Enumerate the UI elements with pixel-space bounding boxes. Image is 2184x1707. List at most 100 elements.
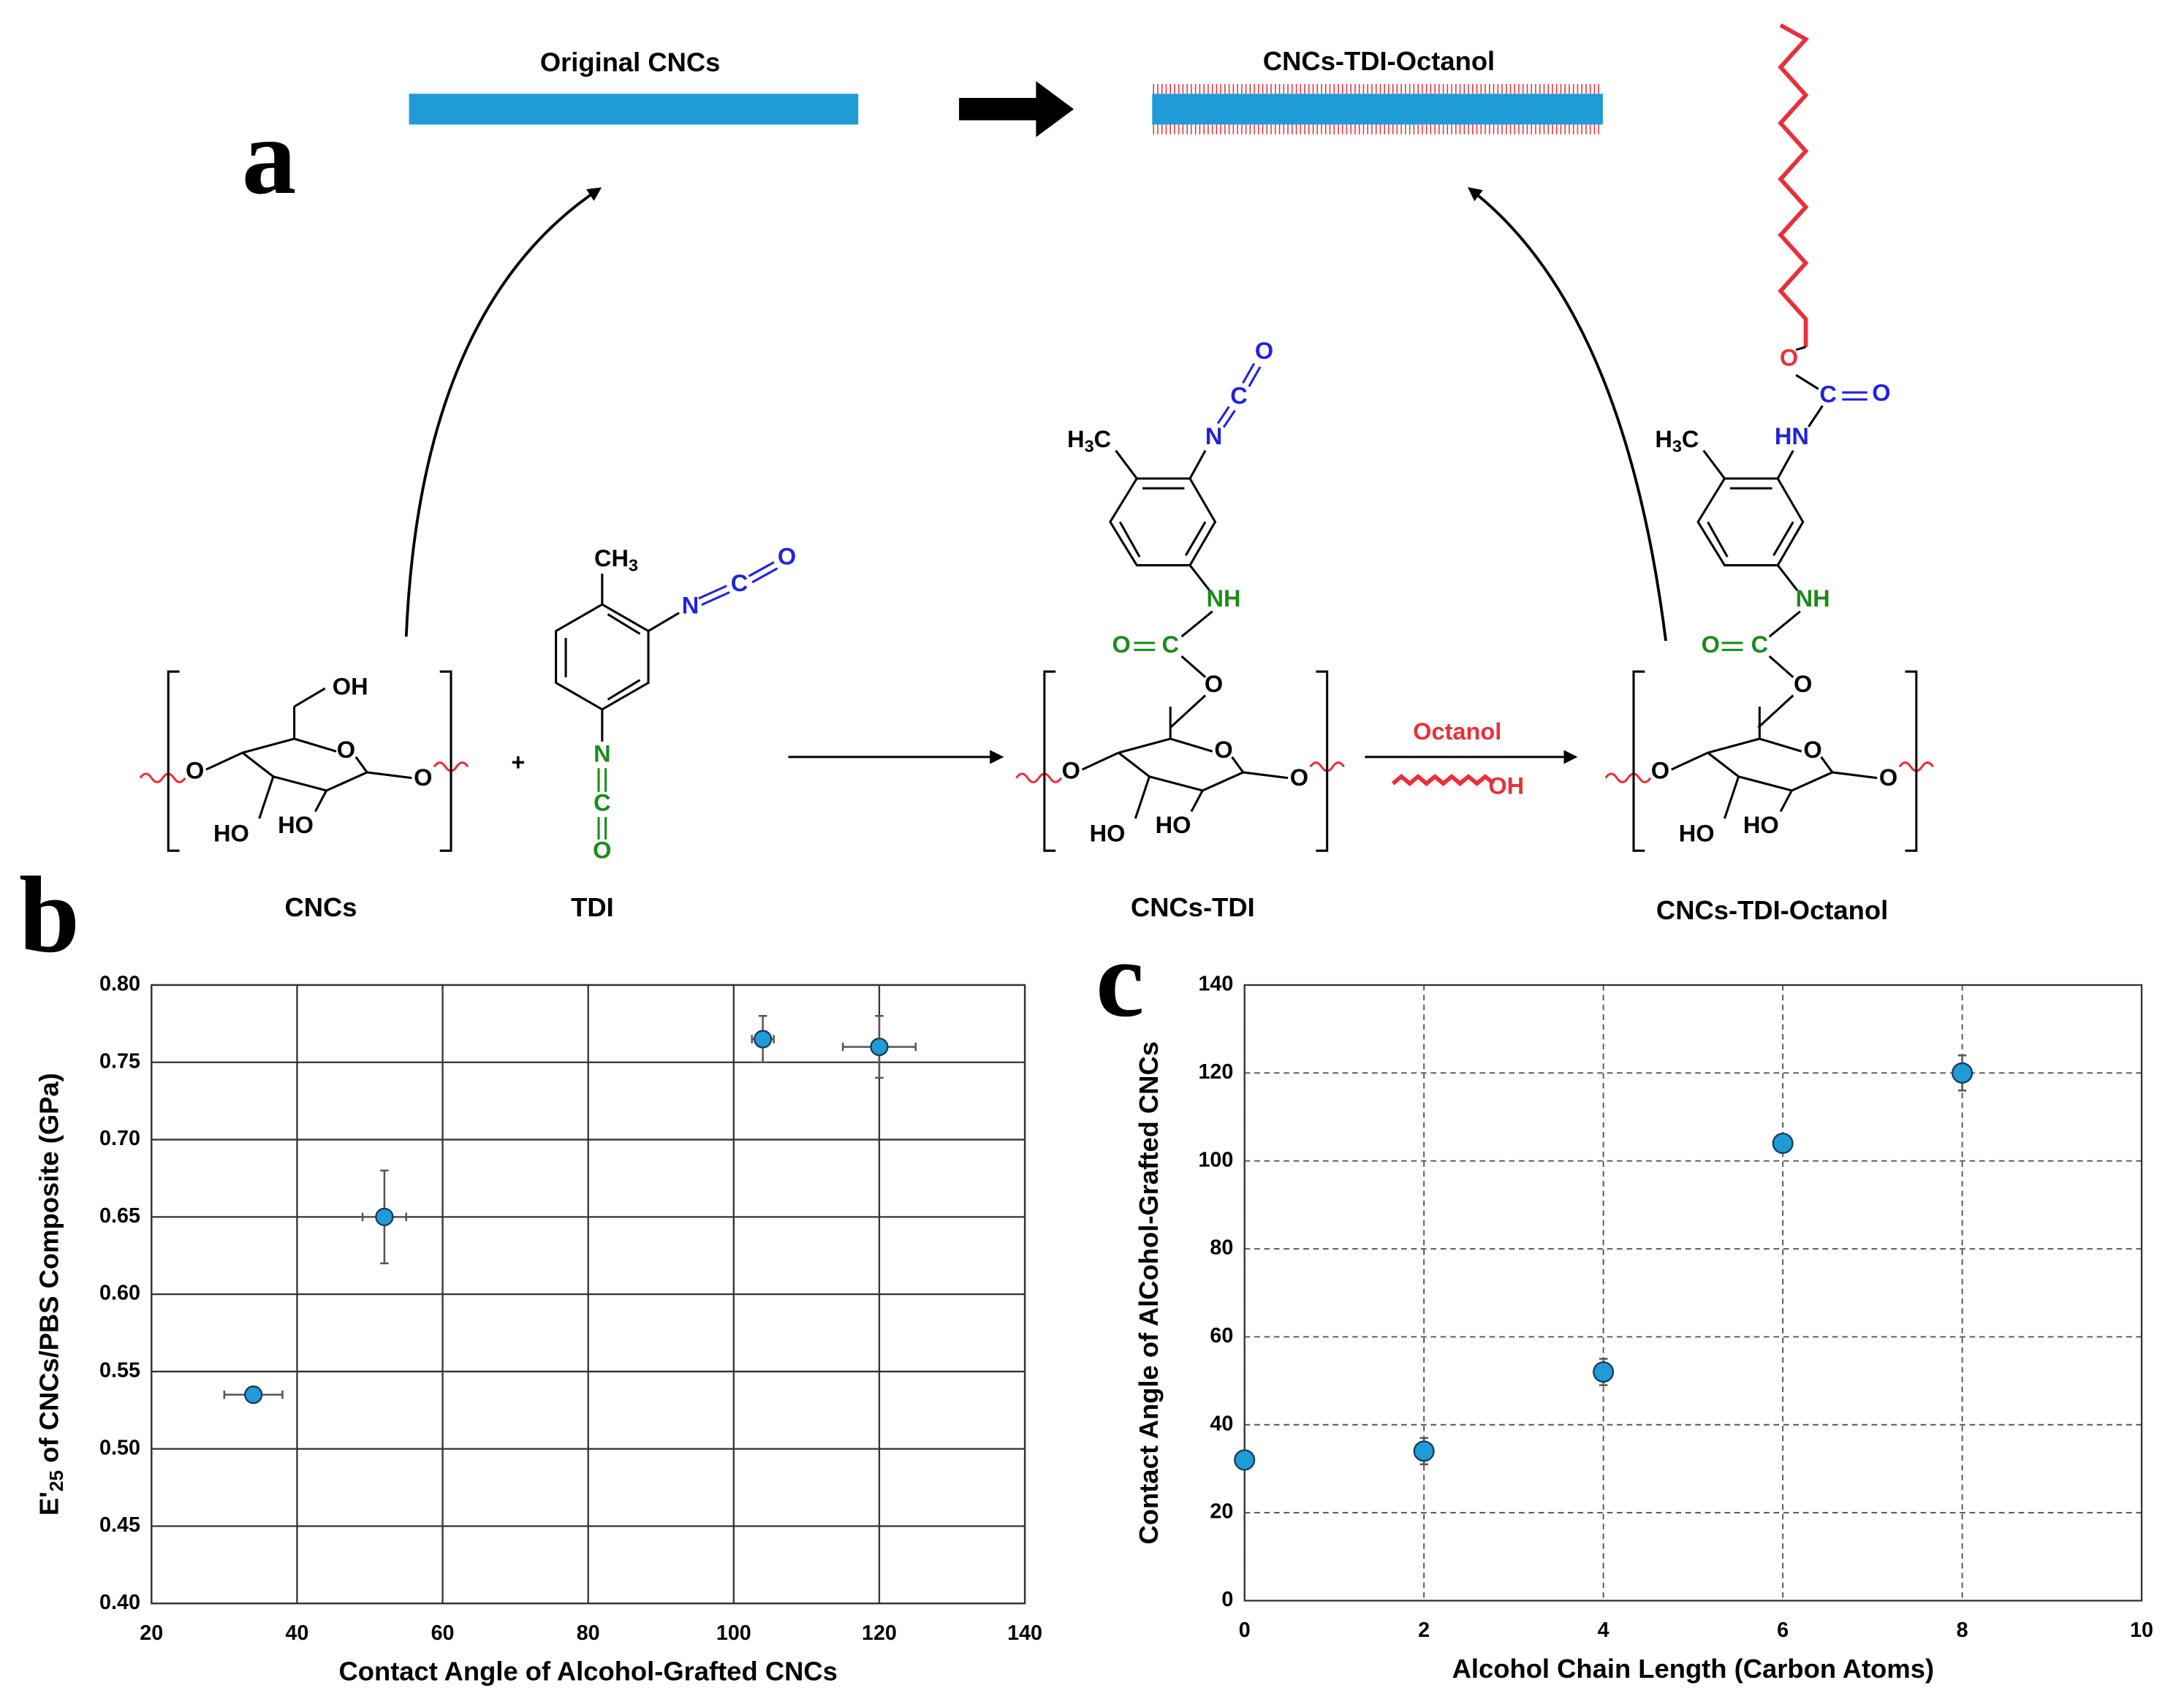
x-tick-label: 10 — [2130, 1619, 2153, 1642]
atom-label-part: 3 — [629, 556, 638, 575]
octanol-chain — [1391, 773, 1495, 787]
atom-label-part: C — [1682, 426, 1699, 452]
bracket — [167, 670, 452, 852]
point — [1772, 1133, 1794, 1155]
bond — [1242, 362, 1256, 384]
bond — [1808, 405, 1824, 427]
atom-label: O — [1780, 345, 1798, 371]
bond — [701, 591, 730, 607]
bond — [751, 567, 778, 584]
x-tick-label: 140 — [1007, 1622, 1042, 1645]
bond — [698, 585, 727, 600]
atom-label: O — [1794, 671, 1812, 697]
x-tick-label: 2 — [1418, 1619, 1430, 1642]
big-arrow — [959, 81, 1074, 137]
bond — [293, 687, 326, 708]
bond — [648, 612, 680, 632]
atom-label: HO — [278, 812, 314, 838]
y-tick-label: 0.50 — [99, 1436, 140, 1459]
bond — [1772, 521, 1794, 556]
atom-label: C — [594, 790, 611, 816]
scheme-graphics — [139, 23, 1935, 852]
atom-label: HO — [1156, 812, 1191, 838]
atom-label: O — [778, 544, 796, 570]
point — [244, 1385, 263, 1404]
bond — [314, 790, 327, 813]
benzene — [1696, 477, 1805, 567]
bond — [366, 771, 412, 780]
point — [870, 1037, 889, 1057]
bond — [1779, 790, 1793, 813]
top-label: CNCs-TDI-Octanol — [1263, 46, 1495, 76]
grafted-cnc-bar — [1152, 94, 1603, 125]
benzene — [555, 603, 650, 711]
y-tick-label: 0.70 — [99, 1127, 140, 1150]
atom-label: HO — [1090, 821, 1126, 847]
point — [1593, 1361, 1615, 1383]
atom-label: O — [1062, 758, 1080, 784]
bond — [607, 613, 641, 635]
y-tick-label: 0.55 — [99, 1359, 140, 1383]
compound-name: CNCs-TDI-Octanol — [1656, 895, 1888, 925]
x-tick-label: 60 — [431, 1622, 455, 1645]
curved-arrow — [1467, 187, 1667, 642]
atom-label: HO — [1743, 812, 1779, 838]
atom-label: H3C — [1655, 426, 1699, 456]
y-tick-label: 0.45 — [99, 1513, 140, 1537]
atom-label: C — [1230, 382, 1248, 408]
atom-label: OH — [1488, 773, 1524, 799]
wavy-bond — [1604, 772, 1652, 783]
atom-label: O — [1879, 764, 1897, 791]
atom-label: N — [1205, 423, 1223, 449]
bond — [1180, 655, 1207, 678]
x-tick-label: 100 — [716, 1622, 751, 1645]
bond — [1702, 449, 1726, 479]
atom-label-part: H — [1067, 426, 1085, 452]
atom-label: O — [414, 764, 432, 791]
bond — [1118, 521, 1141, 558]
atom-label: HN — [1775, 423, 1809, 449]
point — [375, 1207, 394, 1226]
bond — [607, 679, 641, 701]
wavy-bond — [139, 772, 186, 783]
ring — [242, 737, 337, 754]
y-tick-label: 20 — [1210, 1500, 1233, 1524]
bond — [1777, 564, 1799, 591]
bond — [1768, 655, 1794, 678]
atom-label: O — [1872, 380, 1890, 406]
atom-label: H3C — [1067, 426, 1111, 456]
atom-label-part: H — [1655, 426, 1672, 452]
y-tick-label: 0.65 — [99, 1204, 140, 1228]
x-tick-label: 4 — [1598, 1619, 1609, 1642]
x-tick-label: 120 — [862, 1622, 897, 1645]
bond — [1188, 449, 1207, 479]
atom-label: O — [337, 737, 355, 763]
ring — [1118, 751, 1244, 792]
ring — [1707, 737, 1802, 754]
grafted-chains — [1153, 83, 1599, 134]
atom-label: O — [1803, 737, 1821, 763]
bond — [1832, 771, 1878, 780]
bond — [1216, 406, 1230, 425]
bracket — [1043, 670, 1329, 852]
point — [1413, 1440, 1435, 1462]
y-axis-label: Contact Angle of AlCohol-Grafted CNCs — [1134, 1041, 1164, 1544]
y-tick-label: 0 — [1221, 1588, 1233, 1611]
atom-label: NH — [1206, 585, 1240, 612]
compound-name: CNCs — [284, 892, 357, 922]
bond — [354, 756, 368, 773]
bond — [1757, 694, 1794, 729]
atom-label: C — [1819, 381, 1837, 407]
atom-label: C — [731, 570, 748, 596]
y-tick-label: 0.60 — [99, 1282, 140, 1305]
atom-label: + — [511, 749, 525, 775]
ring — [241, 751, 368, 792]
y-tick-label: 100 — [1198, 1148, 1233, 1171]
bond — [1222, 409, 1236, 428]
bond — [1169, 694, 1207, 729]
x-tick-label: 0 — [1239, 1619, 1251, 1642]
bond — [1776, 449, 1794, 479]
atom-label: HO — [1679, 821, 1715, 847]
octyl-chain — [1778, 23, 1810, 347]
